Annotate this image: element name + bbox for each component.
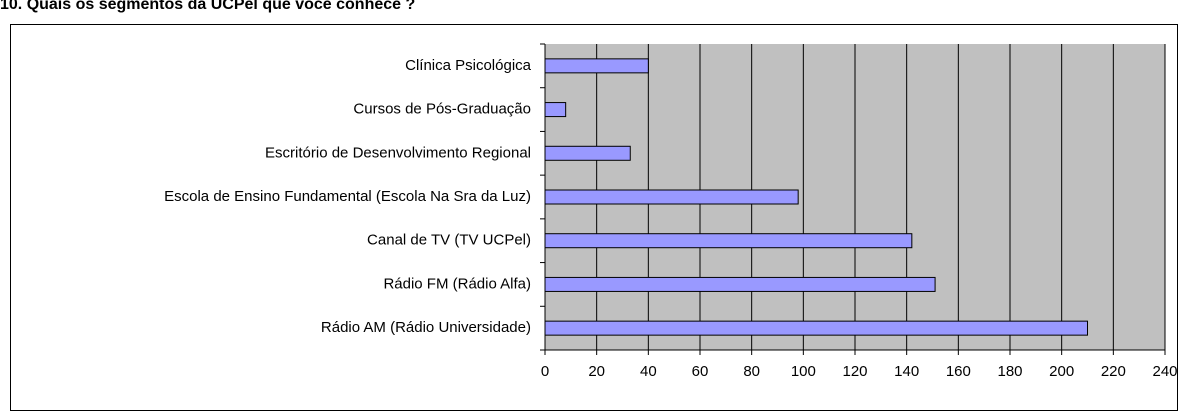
x-tick-label: 60 <box>692 363 709 380</box>
y-tick-label: Rádio FM (Rádio Alfa) <box>383 275 531 292</box>
x-tick-label: 120 <box>842 363 867 380</box>
bar <box>544 276 936 292</box>
x-tick-label: 0 <box>541 363 549 380</box>
bar <box>544 145 631 161</box>
x-tick-label: 200 <box>1049 363 1074 380</box>
x-tick-label: 240 <box>1152 363 1177 380</box>
y-tick-label: Clínica Psicológica <box>405 57 532 74</box>
chart-title: 10. Quais os segmentos da UCPel que você… <box>0 0 415 13</box>
x-tick-label: 160 <box>946 363 971 380</box>
x-tick-label: 180 <box>997 363 1022 380</box>
bar <box>544 189 799 205</box>
x-tick-label: 80 <box>743 363 760 380</box>
y-tick-label: Cursos de Pós-Graduação <box>353 101 531 118</box>
x-tick-label: 140 <box>894 363 919 380</box>
bar <box>544 102 567 118</box>
x-tick-label: 40 <box>640 363 657 380</box>
bar <box>544 320 1088 336</box>
x-tick-label: 100 <box>791 363 816 380</box>
y-tick-label: Escola de Ensino Fundamental (Escola Na … <box>164 188 531 205</box>
y-tick-label: Rádio AM (Rádio Universidade) <box>321 319 531 336</box>
bar <box>544 233 913 249</box>
y-tick-label: Escritório de Desenvolvimento Regional <box>265 144 531 161</box>
x-tick-label: 20 <box>588 363 605 380</box>
bar <box>544 58 649 74</box>
x-tick-label: 220 <box>1101 363 1126 380</box>
y-tick-label: Canal de TV (TV UCPel) <box>367 232 531 249</box>
